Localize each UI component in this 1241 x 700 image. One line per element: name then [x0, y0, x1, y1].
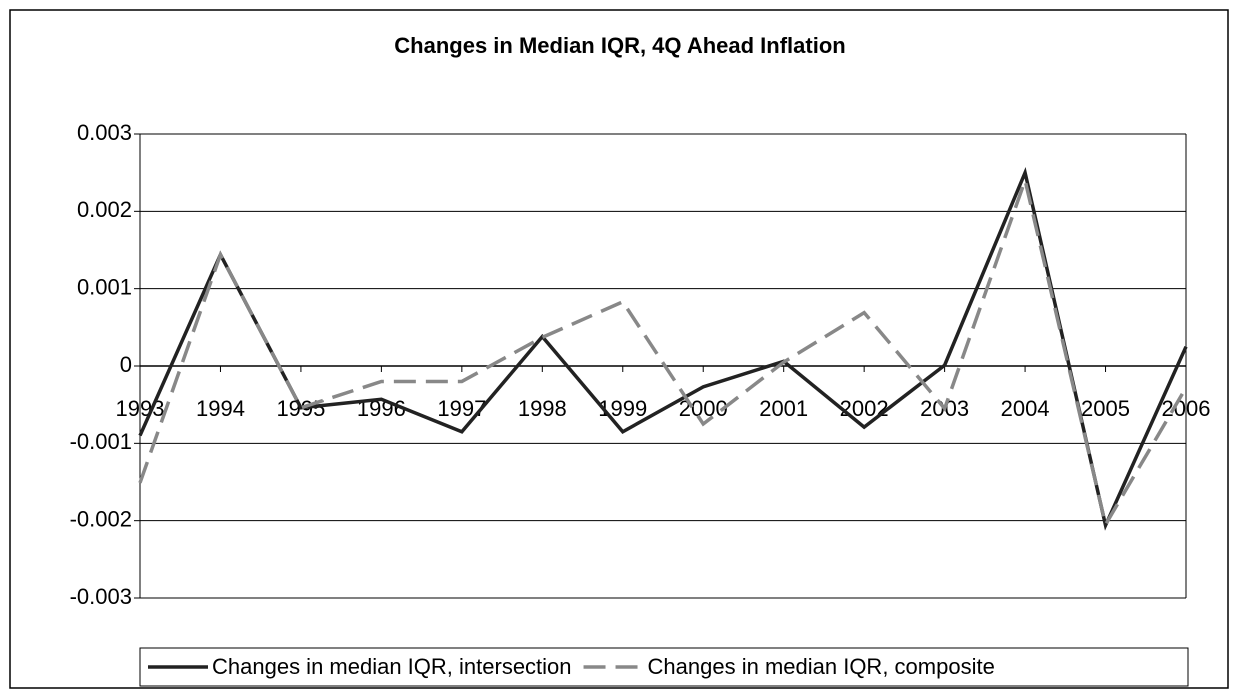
- chart-title: Changes in Median IQR, 4Q Ahead Inflatio…: [394, 33, 845, 58]
- x-tick-label: 2001: [759, 396, 808, 421]
- legend-box: [139, 647, 1189, 687]
- x-tick-label: 1998: [518, 396, 567, 421]
- legend-label: Changes in median IQR, intersection: [212, 654, 572, 679]
- y-tick-label: 0.002: [77, 197, 132, 222]
- x-tick-label: 1994: [196, 396, 245, 421]
- series-line: [138, 174, 1188, 530]
- y-tick-label: -0.001: [70, 429, 132, 454]
- x-tick-label: 1997: [437, 396, 486, 421]
- y-tick-label: 0.003: [77, 120, 132, 145]
- series-line: [138, 166, 1188, 531]
- x-tick-label: 2005: [1081, 396, 1130, 421]
- x-tick-label: 2006: [1162, 396, 1211, 421]
- x-tick-label: 2002: [840, 396, 889, 421]
- chart-border: [9, 9, 1229, 689]
- y-tick-label: -0.003: [70, 584, 132, 609]
- x-tick-label: 1999: [598, 396, 647, 421]
- legend-label: Changes in median IQR, composite: [648, 654, 995, 679]
- x-tick-label: 2004: [1001, 396, 1050, 421]
- y-tick-label: -0.002: [70, 506, 132, 531]
- y-tick-label: 0: [120, 352, 132, 377]
- y-tick-label: 0.001: [77, 274, 132, 299]
